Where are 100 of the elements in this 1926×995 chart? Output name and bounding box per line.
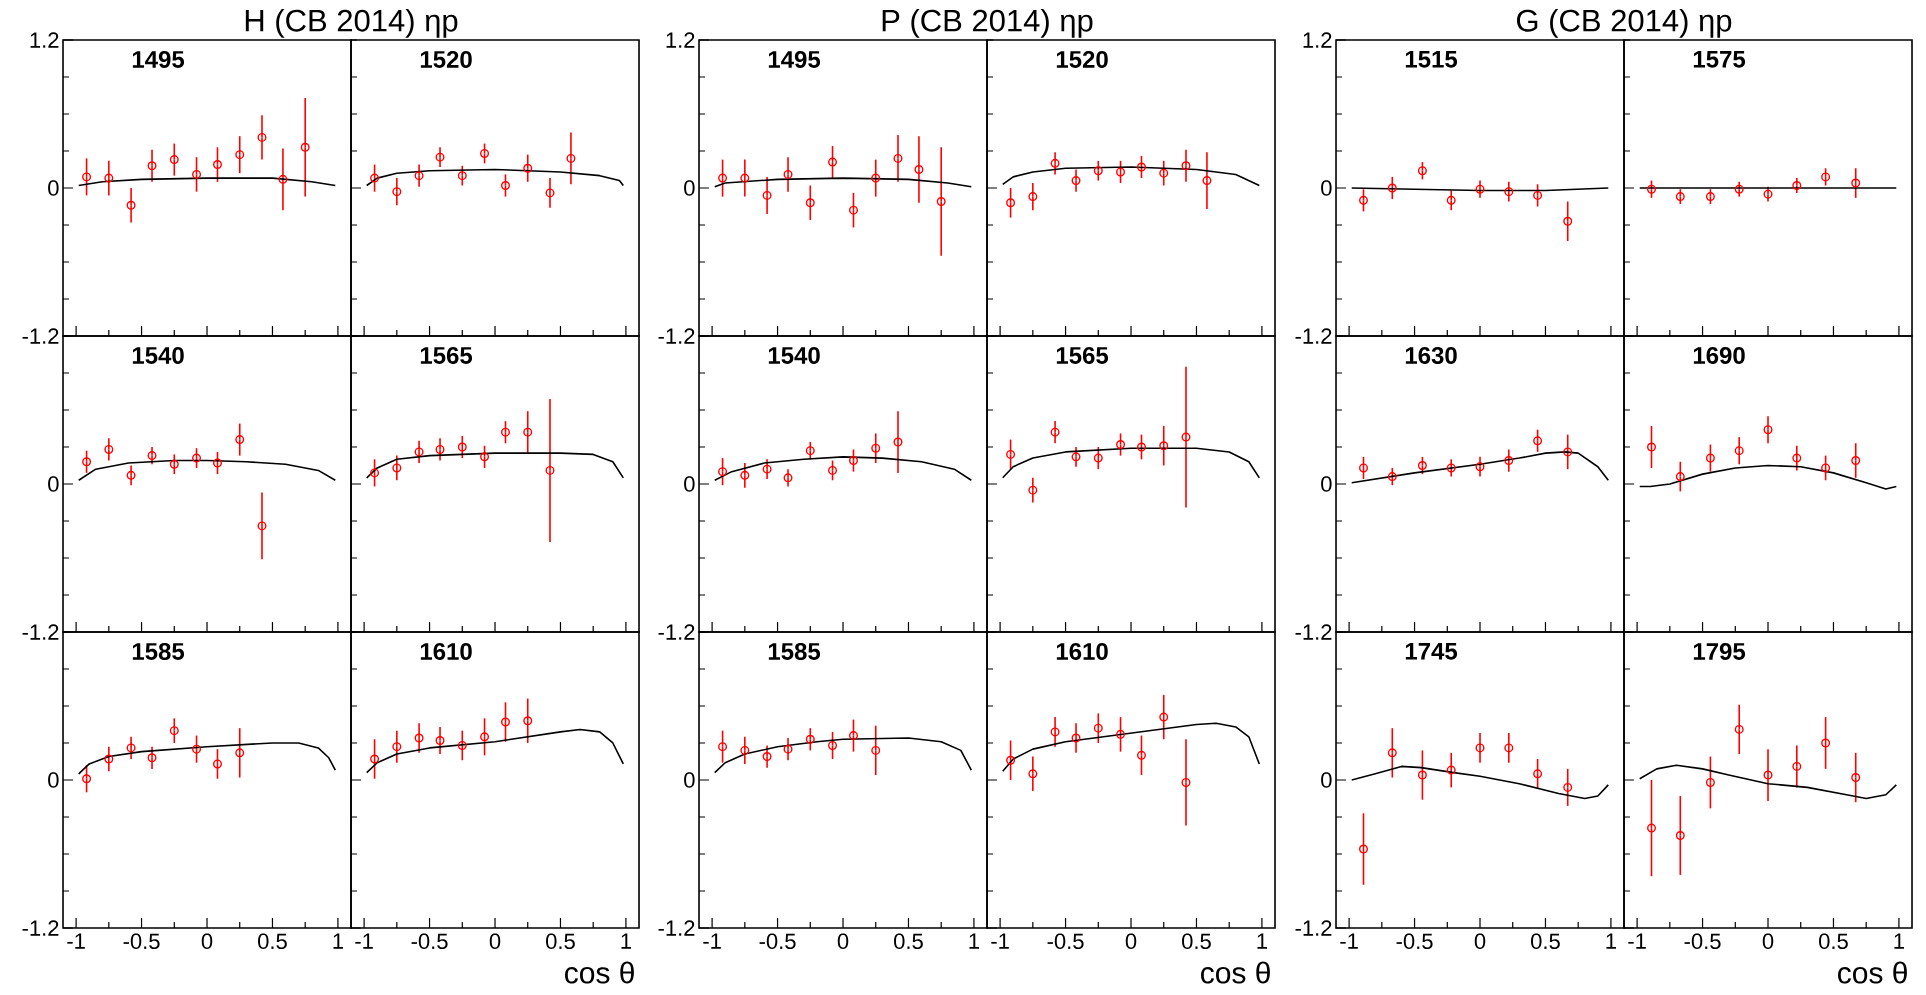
point bbox=[718, 173, 728, 183]
point bbox=[1563, 447, 1573, 457]
point bbox=[392, 463, 402, 473]
y-tick-label: 0 bbox=[684, 180, 695, 196]
point bbox=[762, 464, 772, 474]
point bbox=[1475, 743, 1485, 753]
point bbox=[523, 427, 533, 437]
chart-title: 1575 bbox=[1693, 50, 1746, 68]
x-tick-label: 0.5 bbox=[1531, 933, 1560, 950]
y-tick-label: 1.2 bbox=[666, 32, 695, 48]
point bbox=[1116, 729, 1126, 739]
x-tick-label: -0.5 bbox=[1684, 933, 1721, 950]
chart-title: 1585 bbox=[132, 642, 185, 660]
y-tick-label: -1.2 bbox=[1295, 624, 1332, 640]
y-tick-label: -1.2 bbox=[658, 624, 695, 640]
point bbox=[212, 458, 222, 468]
point bbox=[1675, 192, 1685, 202]
point bbox=[1533, 769, 1543, 779]
point bbox=[1387, 183, 1397, 193]
x-tick-label: 1 bbox=[1257, 933, 1267, 949]
point bbox=[1116, 440, 1126, 450]
point bbox=[457, 740, 467, 750]
point bbox=[1504, 456, 1514, 466]
point bbox=[1159, 441, 1169, 451]
point bbox=[1851, 456, 1861, 466]
point bbox=[480, 148, 490, 158]
x-axis-title: cos θ bbox=[565, 961, 634, 984]
point bbox=[435, 444, 445, 454]
point bbox=[126, 470, 136, 480]
x-tick-label: -1 bbox=[991, 933, 1009, 949]
point bbox=[523, 716, 533, 726]
x-tick-label: 0.5 bbox=[546, 933, 575, 950]
x-tick-label: -1 bbox=[1340, 933, 1358, 949]
x-tick-label: -0.5 bbox=[759, 933, 796, 950]
x-tick-label: 0 bbox=[201, 933, 213, 950]
point bbox=[1093, 723, 1103, 733]
point bbox=[104, 444, 114, 454]
point bbox=[235, 150, 245, 160]
point bbox=[414, 447, 424, 457]
point bbox=[1028, 769, 1038, 779]
x-tick-label: 0.5 bbox=[258, 933, 287, 950]
point bbox=[212, 759, 222, 769]
point bbox=[1705, 453, 1715, 463]
y-tick-label: 1.2 bbox=[1303, 32, 1332, 48]
point bbox=[1851, 178, 1861, 188]
point bbox=[805, 198, 815, 208]
y-tick-label: -1.2 bbox=[658, 328, 695, 344]
point bbox=[435, 152, 445, 162]
x-tick-label: 0.5 bbox=[1819, 933, 1848, 950]
point bbox=[893, 437, 903, 447]
point bbox=[1006, 755, 1016, 765]
point bbox=[1387, 748, 1397, 758]
point bbox=[1006, 198, 1016, 208]
point bbox=[1417, 166, 1427, 176]
chart-title: 1610 bbox=[1056, 642, 1108, 660]
point bbox=[370, 468, 380, 478]
y-tick-label: -1.2 bbox=[1295, 328, 1332, 344]
point bbox=[1821, 463, 1831, 473]
chart-title: 1540 bbox=[132, 346, 184, 364]
point bbox=[893, 153, 903, 163]
y-tick-label: -1.2 bbox=[22, 328, 59, 344]
point bbox=[392, 742, 402, 752]
point bbox=[235, 435, 245, 445]
x-tick-label: -1 bbox=[1628, 933, 1646, 949]
y-tick-label: 0 bbox=[1321, 772, 1332, 788]
point bbox=[1563, 782, 1573, 792]
point bbox=[1851, 773, 1861, 783]
point bbox=[1763, 425, 1773, 435]
point bbox=[1821, 172, 1831, 182]
point bbox=[1821, 738, 1831, 748]
point bbox=[82, 457, 92, 467]
point bbox=[1705, 777, 1715, 787]
point bbox=[1533, 190, 1543, 200]
point bbox=[1071, 452, 1081, 462]
point bbox=[126, 743, 136, 753]
x-tick-label: 0.5 bbox=[894, 933, 923, 950]
point bbox=[1136, 750, 1146, 760]
chart-title: 1610 bbox=[420, 642, 472, 660]
point bbox=[740, 173, 750, 183]
y-tick-label: 0 bbox=[684, 772, 695, 788]
point bbox=[828, 740, 838, 750]
point bbox=[457, 442, 467, 452]
point bbox=[257, 132, 267, 142]
point bbox=[435, 736, 445, 746]
chart-title: 1690 bbox=[1693, 346, 1745, 364]
chart-title: 1630 bbox=[1405, 346, 1457, 364]
point bbox=[192, 453, 202, 463]
point bbox=[1093, 453, 1103, 463]
point bbox=[1071, 176, 1081, 186]
point bbox=[414, 733, 424, 743]
point bbox=[1181, 161, 1191, 171]
point bbox=[1734, 446, 1744, 456]
chart-title: 1795 bbox=[1693, 642, 1746, 660]
point bbox=[147, 161, 157, 171]
x-tick-label: -0.5 bbox=[1396, 933, 1433, 950]
point bbox=[392, 187, 402, 197]
point bbox=[1050, 727, 1060, 737]
point bbox=[1093, 166, 1103, 176]
point bbox=[300, 142, 310, 152]
point bbox=[1792, 181, 1802, 191]
